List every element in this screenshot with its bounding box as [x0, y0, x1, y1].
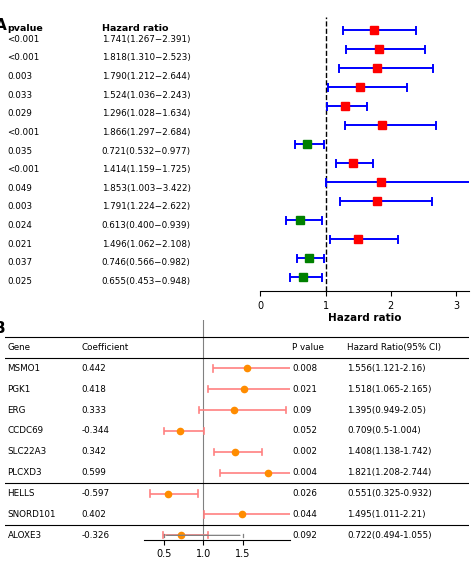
Text: 0.092: 0.092 — [292, 531, 317, 540]
Text: -0.344: -0.344 — [82, 427, 109, 436]
Text: 1.556(1.121-2.16): 1.556(1.121-2.16) — [347, 364, 426, 373]
Text: MSMO1: MSMO1 — [8, 364, 41, 373]
Text: 0.09: 0.09 — [292, 406, 311, 415]
Text: 1.296(1.028−1.634): 1.296(1.028−1.634) — [102, 109, 191, 118]
Text: 0.551(0.325-0.932): 0.551(0.325-0.932) — [347, 489, 432, 498]
Text: -0.326: -0.326 — [82, 531, 109, 540]
Text: 0.049: 0.049 — [7, 184, 32, 193]
Text: ALOXE3: ALOXE3 — [8, 531, 42, 540]
Text: 1.821(1.208-2.744): 1.821(1.208-2.744) — [347, 468, 432, 477]
Text: 0.418: 0.418 — [82, 385, 106, 394]
Text: Gene: Gene — [8, 343, 30, 352]
Text: Coefficient: Coefficient — [82, 343, 128, 352]
Text: 0.052: 0.052 — [292, 427, 317, 436]
Text: 0.442: 0.442 — [82, 364, 106, 373]
Text: ERG: ERG — [8, 406, 26, 415]
Text: 0.003: 0.003 — [7, 202, 32, 211]
Text: A: A — [0, 18, 6, 33]
Text: 0.021: 0.021 — [7, 240, 32, 249]
Text: <0.001: <0.001 — [7, 35, 39, 44]
Text: CCDC69: CCDC69 — [8, 427, 44, 436]
Text: <0.001: <0.001 — [7, 128, 39, 137]
Text: 0.044: 0.044 — [292, 510, 317, 519]
Text: 1.791(1.224−2.622): 1.791(1.224−2.622) — [102, 202, 190, 211]
Text: <0.001: <0.001 — [7, 165, 39, 174]
X-axis label: Hazard ratio: Hazard ratio — [328, 313, 401, 323]
Text: HELLS: HELLS — [8, 489, 35, 498]
Text: 0.402: 0.402 — [82, 510, 106, 519]
Text: P value: P value — [292, 343, 324, 352]
Text: 0.709(0.5-1.004): 0.709(0.5-1.004) — [347, 427, 421, 436]
Text: 0.025: 0.025 — [7, 277, 32, 286]
Text: 1.408(1.138-1.742): 1.408(1.138-1.742) — [347, 447, 432, 456]
Text: 0.035: 0.035 — [7, 147, 32, 156]
Text: 0.746(0.566−0.982): 0.746(0.566−0.982) — [102, 259, 191, 268]
Text: 0.033: 0.033 — [7, 90, 32, 99]
Text: 1.518(1.065-2.165): 1.518(1.065-2.165) — [347, 385, 432, 394]
Text: 1.395(0.949-2.05): 1.395(0.949-2.05) — [347, 406, 427, 415]
Text: 0.002: 0.002 — [292, 447, 317, 456]
Text: 1.818(1.310−2.523): 1.818(1.310−2.523) — [102, 53, 191, 62]
Text: -0.597: -0.597 — [82, 489, 109, 498]
Text: 1.414(1.159−1.725): 1.414(1.159−1.725) — [102, 165, 191, 174]
Text: PLCXD3: PLCXD3 — [8, 468, 42, 477]
Text: 0.721(0.532−0.977): 0.721(0.532−0.977) — [102, 147, 191, 156]
Text: 0.003: 0.003 — [7, 72, 32, 81]
Text: Hazard ratio: Hazard ratio — [102, 25, 168, 34]
Text: 1.866(1.297−2.684): 1.866(1.297−2.684) — [102, 128, 191, 137]
Text: PGK1: PGK1 — [8, 385, 31, 394]
Text: 0.599: 0.599 — [82, 468, 106, 477]
Text: 0.008: 0.008 — [292, 364, 317, 373]
Text: SLC22A3: SLC22A3 — [8, 447, 47, 456]
Text: 1.741(1.267−2.391): 1.741(1.267−2.391) — [102, 35, 191, 44]
Text: SNORD101: SNORD101 — [8, 510, 56, 519]
Text: 0.024: 0.024 — [7, 221, 32, 230]
Text: pvalue: pvalue — [7, 25, 43, 34]
Text: 0.722(0.494-1.055): 0.722(0.494-1.055) — [347, 531, 432, 540]
Text: 1.496(1.062−2.108): 1.496(1.062−2.108) — [102, 240, 191, 249]
Text: 0.613(0.400−0.939): 0.613(0.400−0.939) — [102, 221, 191, 230]
Text: 0.029: 0.029 — [7, 109, 32, 118]
Text: 1.524(1.036−2.243): 1.524(1.036−2.243) — [102, 90, 191, 99]
Text: <0.001: <0.001 — [7, 53, 39, 62]
Text: Hazard Ratio(95% CI): Hazard Ratio(95% CI) — [347, 343, 442, 352]
Text: 1.495(1.011-2.21): 1.495(1.011-2.21) — [347, 510, 426, 519]
Text: 0.037: 0.037 — [7, 259, 32, 268]
Text: 0.333: 0.333 — [82, 406, 107, 415]
Text: 0.021: 0.021 — [292, 385, 317, 394]
Text: 0.026: 0.026 — [292, 489, 317, 498]
Text: 1.853(1.003−3.422): 1.853(1.003−3.422) — [102, 184, 191, 193]
Text: 0.655(0.453−0.948): 0.655(0.453−0.948) — [102, 277, 191, 286]
Text: 0.004: 0.004 — [292, 468, 317, 477]
Text: B: B — [0, 321, 5, 337]
Text: 0.342: 0.342 — [82, 447, 106, 456]
Text: 1.790(1.212−2.644): 1.790(1.212−2.644) — [102, 72, 190, 81]
